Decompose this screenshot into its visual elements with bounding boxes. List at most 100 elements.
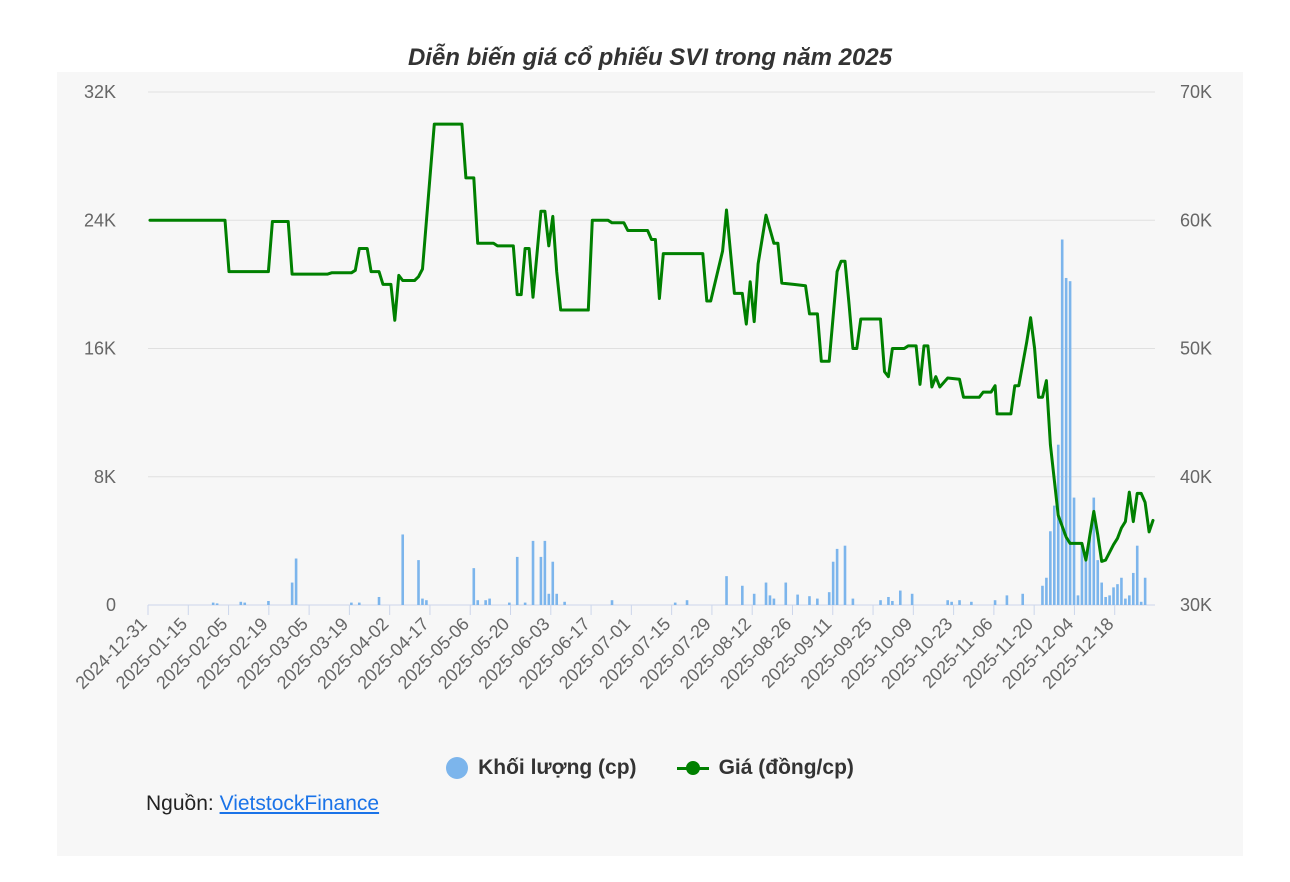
volume-bar (835, 548, 839, 605)
source-prefix: Nguồn: (146, 792, 220, 815)
volume-bar (1108, 595, 1111, 605)
volume-bar (764, 582, 768, 605)
volume-bar (523, 602, 527, 605)
volume-bar (1056, 444, 1060, 605)
volume-bar (531, 540, 535, 605)
volume-bar (1021, 593, 1025, 605)
volume-bar (1005, 595, 1009, 605)
chart-title: Diễn biến giá cổ phiếu SVI trong năm 202… (407, 44, 893, 71)
left-axis-tick-label: 0 (106, 595, 116, 615)
volume-bar (1092, 497, 1096, 605)
volume-bar (950, 601, 953, 605)
volume-bar (488, 598, 491, 605)
volume-bar (1135, 545, 1139, 605)
volume-bar (851, 598, 855, 605)
legend-item-price[interactable]: Giá (đồng/cp) (676, 756, 854, 780)
volume-bar (1076, 595, 1080, 605)
volume-bar (843, 545, 847, 605)
volume-bar (543, 540, 547, 605)
volume-bar (910, 593, 914, 605)
volume-bar (768, 595, 772, 605)
volume-bar (970, 601, 973, 605)
volume-bar (673, 602, 677, 605)
legend-item-volume[interactable]: Khối lượng (cp) (446, 756, 637, 780)
volume-bar (725, 576, 728, 605)
volume-bar (401, 534, 405, 605)
legend-price-label: Giá (đồng/cp) (718, 756, 854, 779)
volume-bar (425, 600, 428, 605)
source-link[interactable]: VietstockFinance (219, 792, 380, 815)
volume-bar (1041, 585, 1044, 605)
volume-bar (816, 598, 819, 605)
volume-bar (1139, 601, 1143, 605)
volume-bar (831, 561, 835, 605)
legend-volume-label: Khối lượng (cp) (478, 756, 637, 779)
volume-bar (417, 560, 420, 605)
volume-bar (1128, 595, 1131, 605)
volume-bar (243, 602, 247, 605)
volume-legend-icon (446, 757, 469, 779)
volume-bar (508, 602, 511, 605)
volume-bar (741, 585, 744, 605)
volume-bar (1072, 497, 1076, 605)
volume-bar (784, 582, 788, 605)
volume-bar (1084, 552, 1088, 605)
volume-bar (796, 594, 799, 605)
volume-bar (357, 602, 361, 605)
volume-bar (887, 596, 890, 605)
right-axis-tick-label: 40K (1180, 467, 1212, 487)
volume-bar (563, 601, 566, 605)
left-axis-tick-label: 8K (94, 467, 116, 487)
volume-bar (551, 561, 555, 605)
volume-bar (610, 600, 614, 605)
volume-bar (377, 596, 381, 605)
left-axis-tick-label: 32K (84, 82, 116, 102)
right-axis-tick-label: 60K (1180, 210, 1212, 230)
volume-bar (1045, 577, 1048, 605)
volume-bar (879, 600, 882, 605)
volume-bar (294, 558, 298, 605)
volume-bar (290, 582, 294, 605)
volume-bar (555, 593, 559, 605)
volume-bar (1143, 577, 1147, 605)
chart-background (57, 72, 1243, 856)
volume-bar (1124, 598, 1127, 605)
volume-bar (1116, 584, 1119, 605)
volume-bar (1068, 281, 1072, 605)
volume-bar (539, 556, 543, 605)
volume-bar (1049, 531, 1052, 605)
left-axis-tick-label: 16K (84, 339, 116, 359)
volume-bars (211, 239, 1147, 606)
volume-bar (215, 603, 219, 605)
volume-bar (891, 600, 894, 605)
volume-bar (515, 556, 519, 605)
volume-bar (267, 600, 270, 605)
volume-bar (1120, 577, 1123, 605)
source-note: Nguồn: VietstockFinance (146, 792, 379, 816)
volume-bar (1100, 582, 1103, 605)
volume-bar (421, 598, 424, 605)
volume-bar (1060, 239, 1064, 606)
volume-bar (1096, 560, 1100, 605)
volume-bar (476, 600, 480, 605)
volume-bar (1112, 587, 1115, 605)
volume-bar (472, 568, 476, 605)
right-axis-labels: 30K 40K 50K 60K 70K (1180, 82, 1212, 615)
volume-bar (1104, 596, 1107, 605)
volume-bar (946, 600, 949, 605)
volume-bar (1053, 505, 1056, 605)
volume-bar (239, 601, 243, 605)
grid-lines (148, 91, 1155, 606)
price-legend-icon (676, 757, 709, 779)
right-axis-tick-label: 30K (1180, 595, 1212, 615)
volume-bar (1131, 572, 1135, 605)
left-axis-labels: 0 8K 16K 24K 32K (84, 82, 116, 615)
volume-bar (1064, 277, 1068, 605)
volume-bar (1088, 536, 1092, 605)
volume-bar (808, 596, 811, 605)
volume-bar (827, 592, 831, 605)
volume-bar (211, 602, 215, 605)
volume-bar (685, 600, 689, 605)
volume-bar (350, 602, 353, 605)
volume-bar (772, 598, 776, 605)
